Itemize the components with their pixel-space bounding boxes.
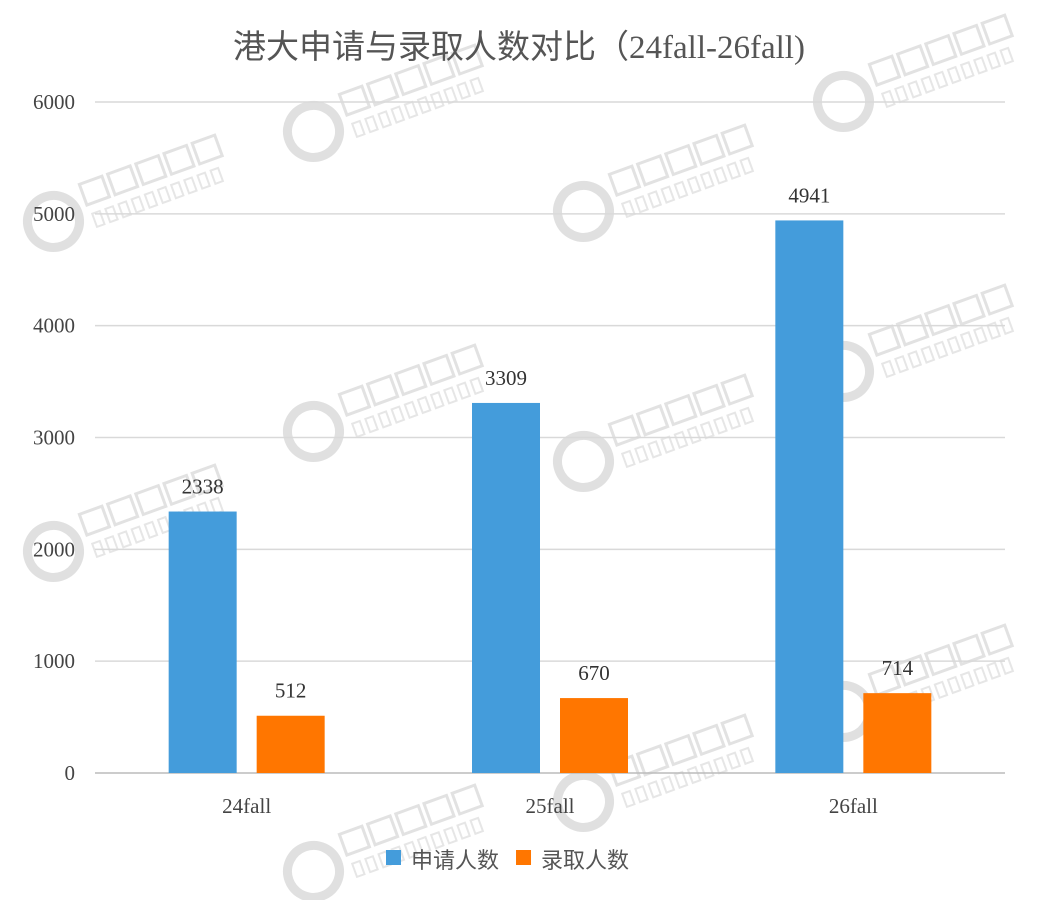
watermark-logo [22,133,225,252]
chart-title: 港大申请与录取人数对比（24fall-26fall) [233,29,805,66]
legend-label: 录取人数 [541,849,629,874]
bars: 2338 512 3309 670 4941 714 [168,183,932,773]
bar-26fall-1 [863,693,932,773]
data-label: 714 [882,656,914,680]
data-label: 512 [275,679,307,703]
data-label: 2338 [182,475,224,499]
watermark-logo [282,783,485,900]
y-tick-label: 6000 [33,90,75,114]
legend-swatch [386,850,401,865]
bar-24fall-0 [168,511,237,773]
data-label: 3309 [485,366,527,390]
x-tick-label: 24fall [222,794,271,818]
bar-25fall-0 [472,402,540,773]
data-label: 4941 [788,183,830,207]
gridlines [95,101,1005,774]
y-tick-label: 4000 [33,314,75,338]
legend-label: 申请人数 [411,849,499,874]
x-tick-label: 26fall [829,794,878,818]
y-tick-label: 3000 [33,426,75,450]
y-axis-ticks: 0 1000 2000 3000 4000 5000 6000 [33,90,75,785]
y-tick-label: 2000 [33,537,75,561]
x-axis-ticks: 24fall 25fall 26fall [222,794,878,818]
watermark-logo [552,123,755,242]
bar-25fall-1 [560,698,628,773]
watermark-logo [552,373,755,492]
watermark-logo [282,43,485,162]
legend: 申请人数 录取人数 [386,849,629,874]
bar-26fall-0 [775,220,844,773]
legend-swatch [516,850,532,865]
x-tick-label: 25fall [526,794,575,818]
watermark-logo [282,343,485,462]
y-tick-label: 1000 [33,649,75,673]
bar-24fall-1 [256,715,325,773]
y-tick-label: 0 [65,761,76,785]
data-label: 670 [578,661,610,685]
watermark-logo [812,13,1015,132]
y-tick-label: 5000 [33,202,75,226]
